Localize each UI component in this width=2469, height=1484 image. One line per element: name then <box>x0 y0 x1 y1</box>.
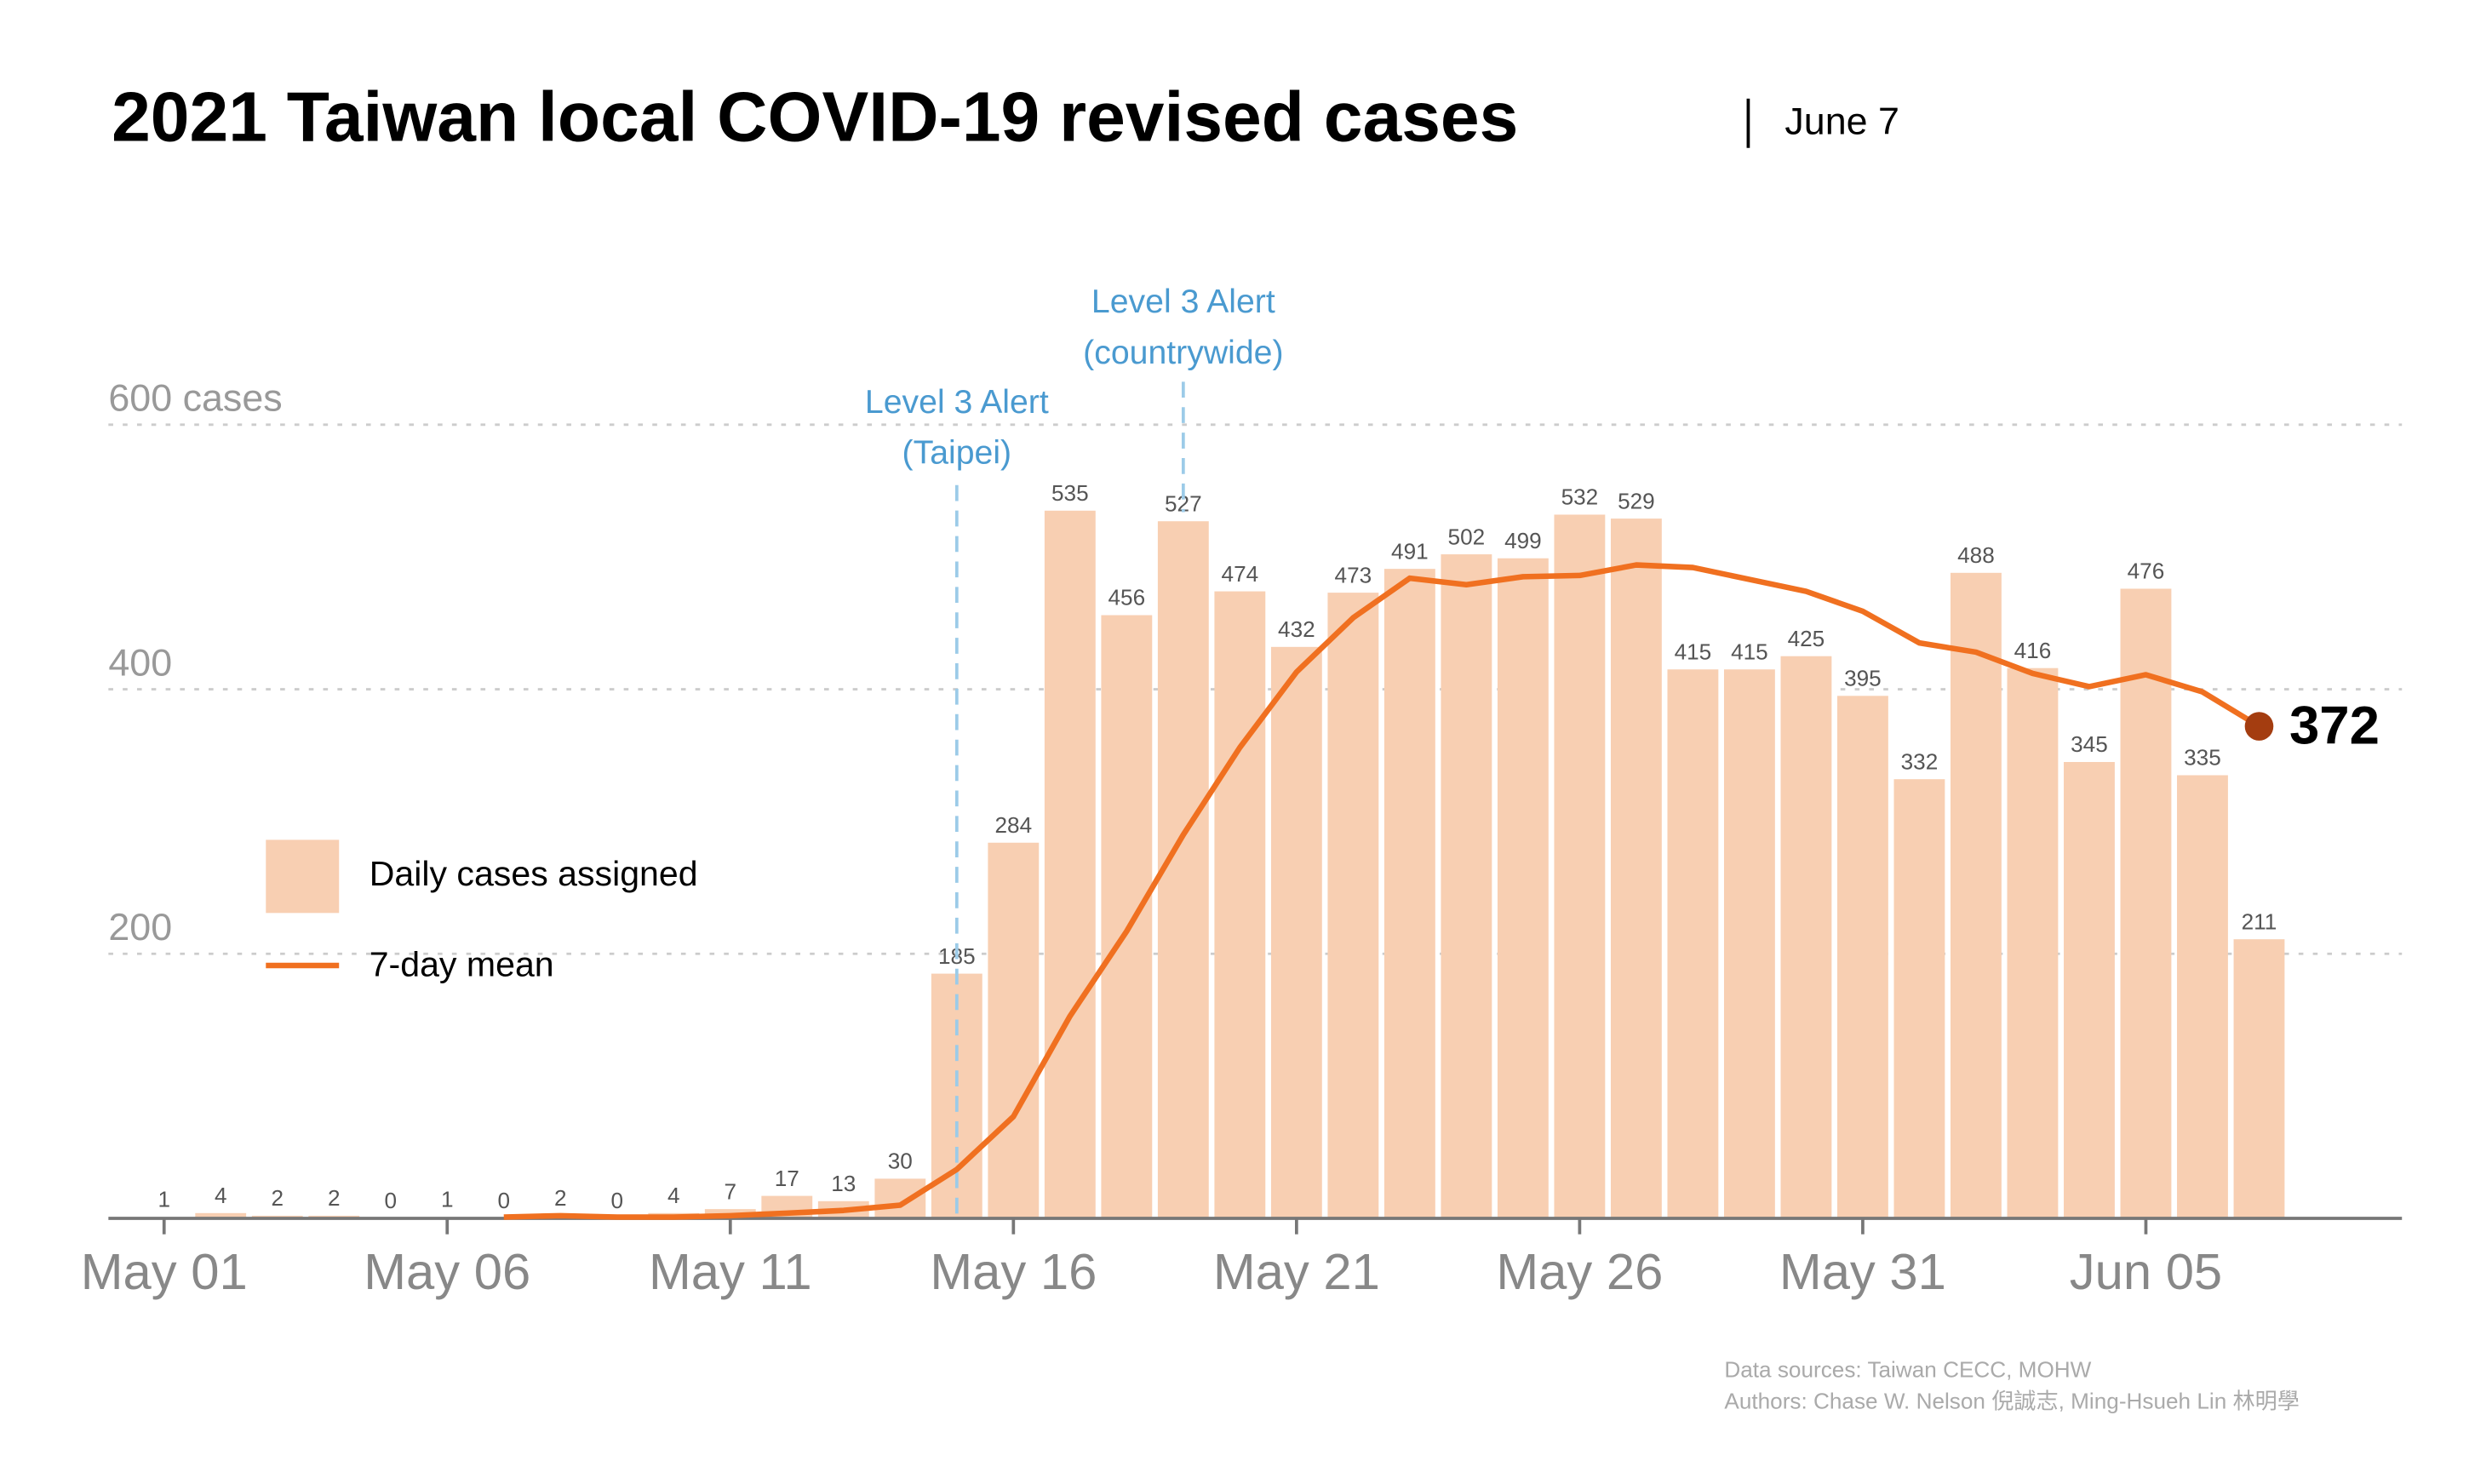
data-label: 284 <box>995 812 1033 838</box>
bar <box>1667 669 1719 1219</box>
data-label: 345 <box>2071 731 2108 757</box>
bar <box>1554 514 1606 1219</box>
bar <box>1383 569 1435 1219</box>
data-label: 30 <box>888 1149 913 1174</box>
bar <box>2177 775 2228 1219</box>
data-label: 4 <box>667 1183 680 1208</box>
data-label: 13 <box>831 1171 856 1196</box>
y-tick-label: 400 <box>108 640 172 684</box>
annotation-text: Level 3 Alert <box>1091 283 1275 320</box>
data-label: 17 <box>775 1166 799 1191</box>
data-label: 2 <box>328 1185 341 1211</box>
data-label: 0 <box>611 1188 624 1213</box>
footer-text: Authors: Chase W. Nelson 倪誠志, Ming-Hsueh… <box>1724 1389 2300 1414</box>
bar <box>2233 939 2285 1219</box>
data-label: 211 <box>2242 908 2277 934</box>
data-label: 0 <box>384 1188 397 1213</box>
legend-swatch <box>266 839 340 914</box>
data-label: 476 <box>2128 559 2165 584</box>
mean-line <box>503 562 2261 1220</box>
footer-text: Data sources: Taiwan CECC, MOHW <box>1724 1356 2091 1382</box>
data-label: 335 <box>2184 745 2221 771</box>
data-label: 529 <box>1618 488 1655 513</box>
data-label: 425 <box>1788 626 1825 651</box>
data-label: 532 <box>1561 484 1599 510</box>
legend-label: Daily cases assigned <box>369 854 698 893</box>
data-label: 0 <box>497 1188 510 1213</box>
bar <box>1214 591 1266 1219</box>
annotation-text: (countrywide) <box>1083 334 1283 371</box>
bar <box>1497 558 1549 1219</box>
annotation-text: Level 3 Alert <box>865 383 1049 421</box>
chart-title: 2021 Taiwan local COVID-19 revised cases <box>112 79 1518 157</box>
y-tick-label: 600 cases <box>108 376 282 420</box>
bar <box>2120 588 2172 1219</box>
x-tick-label: May 31 <box>1779 1243 1946 1300</box>
x-tick-label: May 26 <box>1496 1243 1663 1300</box>
bar <box>1951 572 2002 1219</box>
data-label: 535 <box>1051 480 1089 506</box>
data-label: 456 <box>1108 585 1146 610</box>
x-tick-label: Jun 05 <box>2070 1243 2222 1300</box>
data-label: 488 <box>1957 542 1995 568</box>
data-label: 395 <box>1844 666 1882 691</box>
data-label: 499 <box>1504 528 1542 553</box>
x-tick-label: May 21 <box>1213 1243 1380 1300</box>
data-label: 432 <box>1278 616 1315 642</box>
data-label: 474 <box>1222 561 1259 587</box>
bar <box>1893 779 1945 1219</box>
end-dot <box>2244 712 2274 741</box>
y-tick-label: 200 <box>108 905 172 948</box>
x-tick-label: May 16 <box>930 1243 1097 1300</box>
bar <box>1044 510 1096 1219</box>
bar <box>1441 554 1492 1219</box>
bar <box>1101 615 1153 1219</box>
bar <box>2064 761 2115 1219</box>
data-label: 332 <box>1901 748 1939 774</box>
chart-subtitle: June 7 <box>1784 100 1899 143</box>
data-label: 416 <box>2014 638 2052 663</box>
end-label: 372 <box>2289 696 2380 756</box>
data-label: 4 <box>215 1183 227 1208</box>
bar <box>1157 521 1209 1219</box>
data-label: 415 <box>1731 639 1768 664</box>
data-label: 502 <box>1448 524 1486 549</box>
x-tick-label: May 01 <box>81 1243 248 1300</box>
bar <box>1836 696 1888 1219</box>
bar <box>1610 519 1662 1219</box>
annotation-text: (Taipei) <box>902 434 1012 472</box>
data-label: 1 <box>441 1187 454 1212</box>
x-tick-label: May 11 <box>649 1243 812 1300</box>
legend-label: 7-day mean <box>369 945 554 984</box>
data-label: 491 <box>1391 538 1429 564</box>
x-tick-label: May 06 <box>364 1243 530 1300</box>
data-label: 473 <box>1335 562 1372 587</box>
bar <box>874 1178 926 1219</box>
data-label: 2 <box>554 1185 567 1211</box>
bar <box>195 1212 247 1219</box>
bar <box>1327 593 1379 1219</box>
bar <box>2007 668 2059 1219</box>
bar <box>988 842 1040 1219</box>
data-label: 1 <box>158 1187 170 1212</box>
data-label: 7 <box>725 1178 737 1204</box>
bar <box>1270 646 1322 1219</box>
bar <box>1780 656 1832 1219</box>
data-label: 2 <box>271 1185 284 1211</box>
data-label: 415 <box>1675 639 1712 664</box>
bar <box>1723 669 1775 1219</box>
